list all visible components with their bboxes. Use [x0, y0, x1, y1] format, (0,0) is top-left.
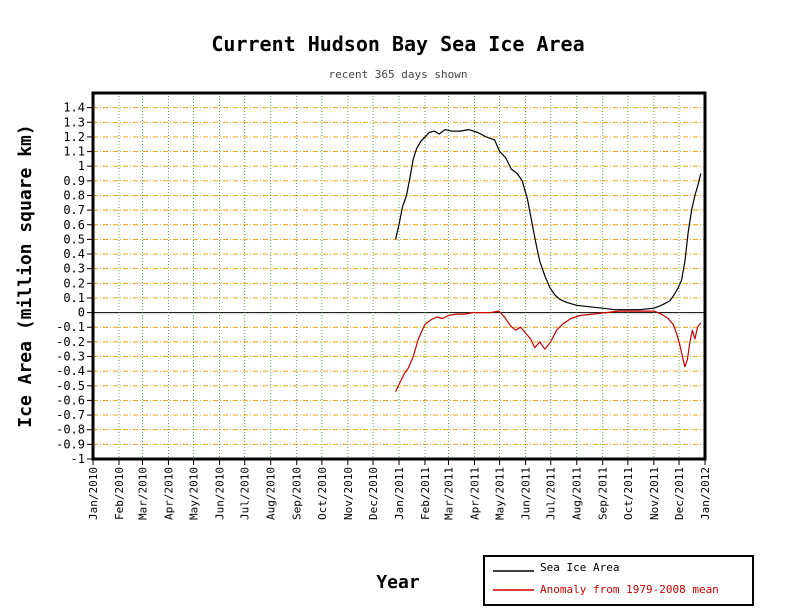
y-tick-label: -0.6: [56, 393, 85, 407]
x-tick-label: Dec/2011: [673, 467, 686, 520]
y-tick-label: -0.4: [56, 364, 85, 378]
x-tick-label: Dec/2010: [367, 467, 380, 520]
x-tick-label: Oct/2010: [316, 467, 329, 520]
legend-box: [483, 555, 754, 606]
x-tick-label: Mar/2011: [442, 467, 455, 520]
x-tick-label: Nov/2011: [648, 467, 661, 520]
x-tick-label: Feb/2011: [419, 467, 432, 520]
x-tick-label: Jan/2011: [393, 467, 406, 520]
legend-label-anomaly: Anomaly from 1979-2008 mean: [540, 583, 719, 596]
y-axis: -1-0.9-0.8-0.7-0.6-0.5-0.4-0.3-0.2-0.100…: [56, 101, 93, 466]
x-tick-label: Sep/2010: [291, 467, 304, 520]
y-tick-label: -0.3: [56, 350, 85, 364]
grid: [93, 93, 705, 460]
x-tick-label: Jun/2011: [520, 467, 533, 520]
x-tick-label: Aug/2011: [571, 467, 584, 520]
chart-subtitle: recent 365 days shown: [328, 68, 467, 81]
y-tick-label: 0.9: [63, 174, 85, 188]
x-tick-label: Jul/2010: [239, 467, 252, 520]
series-line-anomaly: [395, 310, 702, 392]
legend-label-sea-ice: Sea Ice Area: [540, 561, 619, 574]
x-tick-label: Aug/2010: [265, 467, 278, 520]
y-axis-label: Ice Area (million square km): [15, 124, 36, 427]
y-tick-label: -0.9: [56, 437, 85, 451]
y-tick-label: 0.8: [63, 188, 85, 202]
series-group: [395, 129, 702, 392]
x-tick-label: Nov/2010: [342, 467, 355, 520]
x-axis-label: Year: [376, 572, 420, 593]
x-tick-label: Apr/2010: [162, 467, 175, 520]
x-tick-label: Jun/2010: [214, 467, 227, 520]
y-tick-label: 0.7: [63, 203, 85, 217]
x-tick-label: Feb/2010: [113, 467, 126, 520]
x-tick-label: Oct/2011: [622, 467, 635, 520]
y-tick-label: 1.2: [63, 130, 85, 144]
y-tick-label: 0: [78, 306, 85, 320]
x-tick-label: May/2010: [188, 467, 201, 520]
x-axis: Jan/2010 Feb/2010 Mar/2010 Apr/2010 May/2010…: [87, 459, 712, 520]
y-tick-label: -0.7: [56, 408, 85, 422]
y-tick-label: 0.4: [63, 247, 85, 261]
y-tick-label: -0.8: [56, 423, 85, 437]
x-tick-label: Mar/2010: [136, 467, 149, 520]
series-line-sea-ice-area: [395, 129, 702, 311]
x-tick-label: Apr/2011: [468, 467, 481, 520]
x-tick-label: May/2011: [494, 467, 507, 520]
x-tick-label: Jan/2012: [699, 467, 712, 520]
x-tick-label: Jul/2011: [545, 467, 558, 520]
y-tick-label: -0.5: [56, 379, 85, 393]
y-tick-label: 1: [78, 159, 85, 173]
y-tick-label: 0.5: [63, 232, 85, 246]
y-tick-label: -0.2: [56, 335, 85, 349]
x-tick-label: Jan/2010: [87, 467, 100, 520]
y-tick-label: 0.1: [63, 291, 85, 305]
y-tick-label: 1.3: [63, 115, 85, 129]
y-tick-label: -0.1: [56, 320, 85, 334]
y-tick-label: 0.6: [63, 218, 85, 232]
legend: Sea Ice Area Anomaly from 1979-2008 mean: [483, 555, 754, 606]
y-tick-label: 0.2: [63, 276, 85, 290]
chart-title: Current Hudson Bay Sea Ice Area: [211, 32, 584, 56]
y-tick-label: 1.1: [63, 145, 85, 159]
x-tick-label: Sep/2011: [597, 467, 610, 520]
y-tick-label: 0.3: [63, 262, 85, 276]
y-tick-label: -1: [71, 452, 85, 466]
y-tick-label: 1.4: [63, 101, 85, 115]
